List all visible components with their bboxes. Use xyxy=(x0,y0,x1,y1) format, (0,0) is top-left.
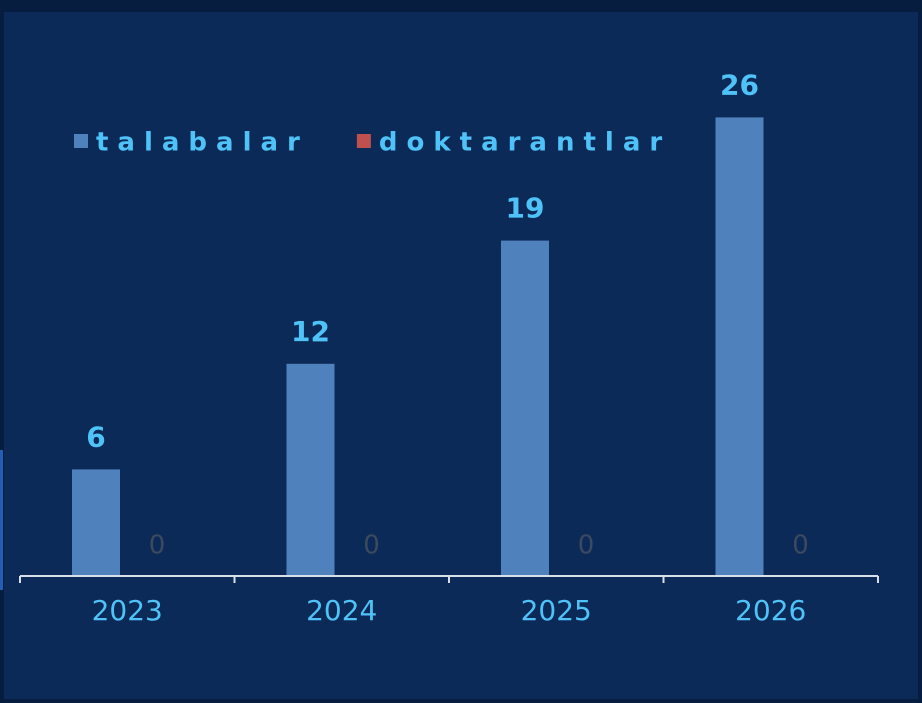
x-tick-label: 2024 xyxy=(306,594,377,627)
bar xyxy=(72,469,120,575)
data-label: 6 xyxy=(86,420,105,453)
legend-label: doktarantlar xyxy=(379,128,671,158)
data-label: 26 xyxy=(720,68,759,101)
x-tick-label: 2023 xyxy=(92,594,163,627)
bar xyxy=(501,240,549,575)
side-accent xyxy=(0,450,3,590)
plot-background xyxy=(4,12,918,699)
x-tick-label: 2025 xyxy=(521,594,592,627)
data-label: 12 xyxy=(291,315,330,348)
x-tick-label: 2026 xyxy=(735,594,806,627)
data-label: 0 xyxy=(792,531,809,561)
data-label: 0 xyxy=(149,531,166,561)
data-label: 0 xyxy=(578,531,595,561)
data-label: 19 xyxy=(506,192,545,225)
bar xyxy=(715,117,764,576)
data-label: 0 xyxy=(363,531,380,561)
legend-swatch xyxy=(356,134,371,148)
bar xyxy=(286,363,335,575)
legend-swatch xyxy=(74,134,88,148)
legend-label: talabalar xyxy=(96,128,309,158)
